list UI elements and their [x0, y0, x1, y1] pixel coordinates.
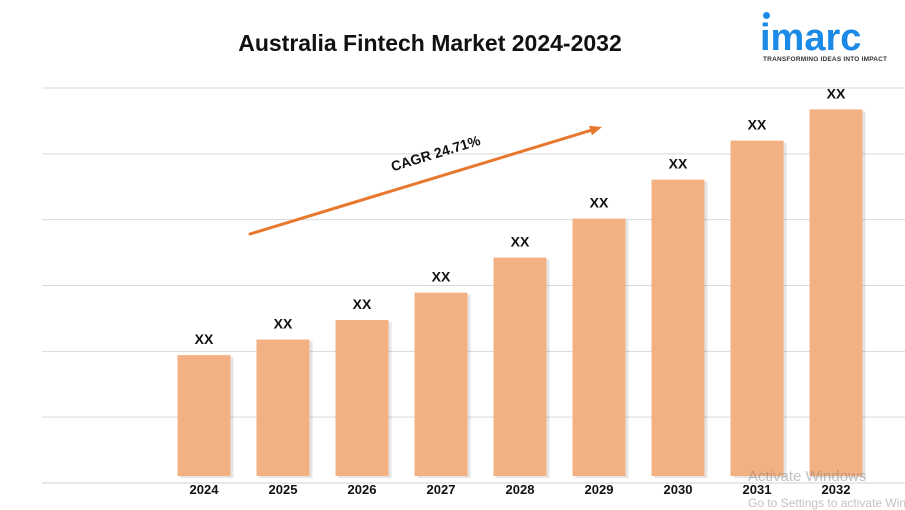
- bar-2025: [256, 339, 310, 476]
- logo-wordmark: imarc: [760, 17, 862, 59]
- value-labels: XX XX XX XX XX XX XX XX XX: [195, 85, 846, 347]
- x-tick-label-2029: 2029: [585, 482, 614, 497]
- activate-windows-watermark: Activate Windows: [748, 468, 867, 485]
- data-label-2031: XX: [748, 117, 767, 133]
- bar-2029: [572, 218, 626, 476]
- bars: [177, 109, 866, 479]
- data-label-2026: XX: [353, 296, 372, 312]
- x-tick-label-2030: 2030: [664, 482, 693, 497]
- data-label-2028: XX: [511, 234, 530, 250]
- bar-2032: [809, 109, 863, 477]
- bar-2024: [177, 355, 231, 476]
- cagr-arrow-head: [589, 125, 602, 136]
- data-label-2024: XX: [195, 331, 214, 347]
- x-axis-labels: 2024 2025 2026 2027 2028 2029 2030 2031 2032: [190, 482, 851, 497]
- imarc-logo: imarc TRANSFORMING IDEAS INTO IMPACT: [760, 10, 895, 70]
- logo-tagline: TRANSFORMING IDEAS INTO IMPACT: [763, 56, 888, 63]
- bar-2030: [651, 179, 705, 476]
- chart-title: Australia Fintech Market 2024-2032: [238, 30, 622, 56]
- data-label-2030: XX: [669, 156, 688, 172]
- x-tick-label-2024: 2024: [190, 482, 220, 497]
- data-label-2029: XX: [590, 195, 609, 211]
- x-tick-label-2032: 2032: [822, 482, 851, 497]
- data-label-2032: XX: [827, 85, 846, 101]
- x-tick-label-2026: 2026: [348, 482, 377, 497]
- x-tick-label-2028: 2028: [506, 482, 535, 497]
- data-label-2025: XX: [274, 316, 293, 332]
- bar-2027: [414, 292, 468, 476]
- data-label-2027: XX: [432, 269, 451, 285]
- x-tick-label-2025: 2025: [269, 482, 298, 497]
- x-tick-label-2027: 2027: [427, 482, 456, 497]
- logo-dot-icon: [763, 12, 770, 19]
- cagr-annotation: CAGR 24.71%: [248, 125, 602, 236]
- bar-2031: [730, 140, 784, 476]
- x-tick-label-2031: 2031: [743, 482, 772, 497]
- bar-2026: [335, 320, 389, 476]
- cagr-arrow-line: [248, 128, 593, 236]
- activate-windows-hint: Go to Settings to activate Windows.: [748, 496, 905, 510]
- bar-2028: [493, 257, 547, 476]
